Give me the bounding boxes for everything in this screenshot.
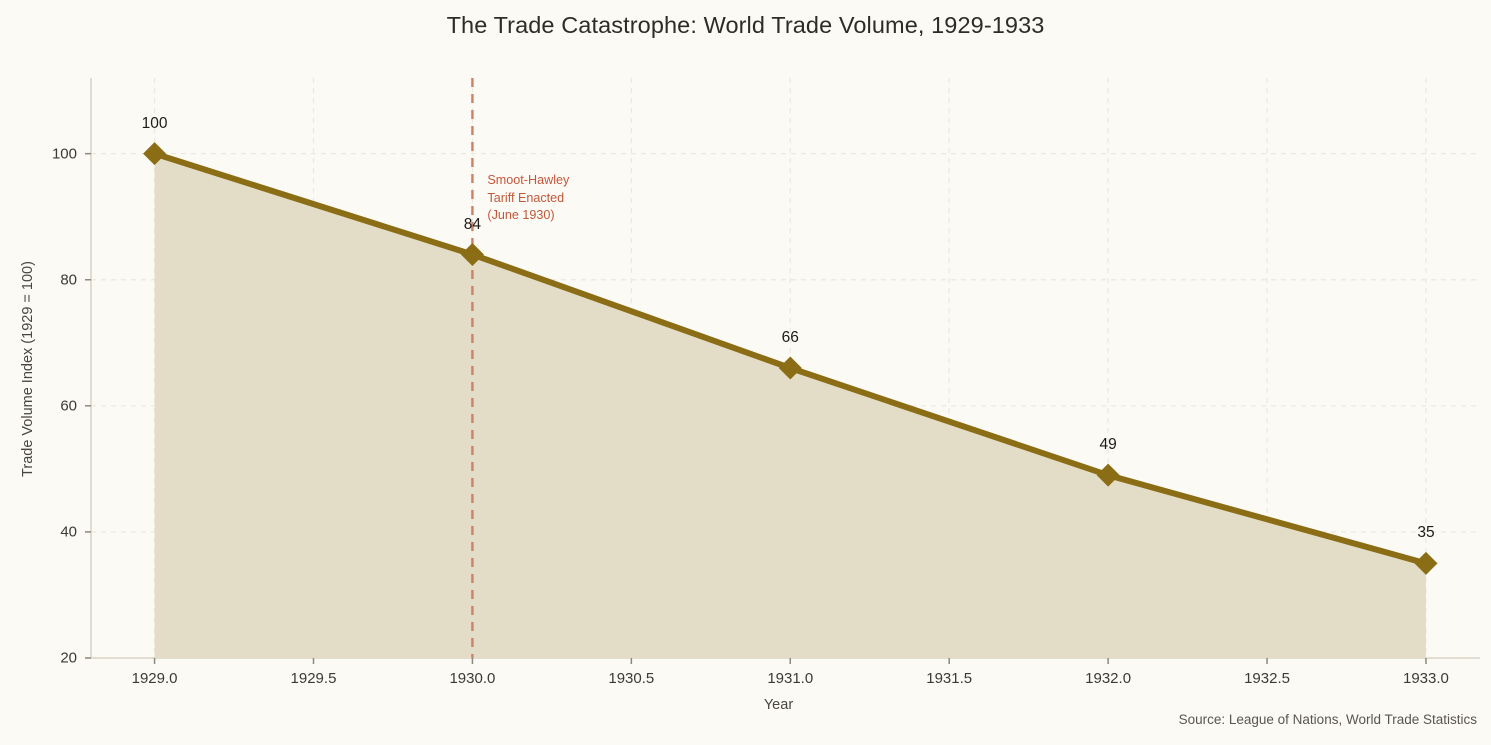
y-tick-label: 60: [60, 397, 77, 415]
y-tick-label: 100: [51, 145, 77, 163]
data-point-label: 49: [1099, 436, 1117, 454]
y-tick-label: 40: [60, 523, 77, 541]
annotation-line-3: (June 1930): [487, 208, 555, 223]
y-tick-label: 80: [60, 271, 77, 289]
x-tick-label: 1929.5: [290, 670, 337, 687]
x-tick-label: 1931.0: [767, 670, 814, 687]
x-axis-title: Year: [763, 697, 794, 713]
x-tick-label: 1930.5: [608, 670, 655, 687]
y-axis-title: Trade Volume Index (1929 = 100): [20, 261, 36, 477]
chart-title: The Trade Catastrophe: World Trade Volum…: [446, 12, 1045, 38]
x-tick-label: 1930.0: [449, 670, 496, 687]
data-point-label: 100: [141, 114, 168, 132]
annotation-line-2: Tariff Enacted: [487, 190, 565, 205]
x-tick-label: 1933.0: [1403, 670, 1449, 687]
annotation-line-1: Smoot-Hawley: [487, 173, 570, 187]
x-tick-label: 1932.0: [1085, 670, 1132, 687]
data-point-label: 35: [1417, 524, 1435, 542]
source-note: Source: League of Nations, World Trade S…: [1178, 712, 1477, 727]
axis-ticks: [85, 152, 1427, 664]
smoot-hawley-annotation: Smoot-Hawley Tariff Enacted (June 1930): [487, 172, 569, 225]
x-tick-label: 1931.5: [926, 670, 973, 687]
x-tick-label: 1932.5: [1244, 670, 1290, 687]
data-point-label: 84: [463, 215, 482, 233]
y-tick-label: 20: [60, 649, 77, 667]
x-tick-label: 1929.0: [131, 670, 178, 687]
data-point-label: 66: [781, 329, 799, 346]
data-point-markers: [143, 142, 1438, 575]
